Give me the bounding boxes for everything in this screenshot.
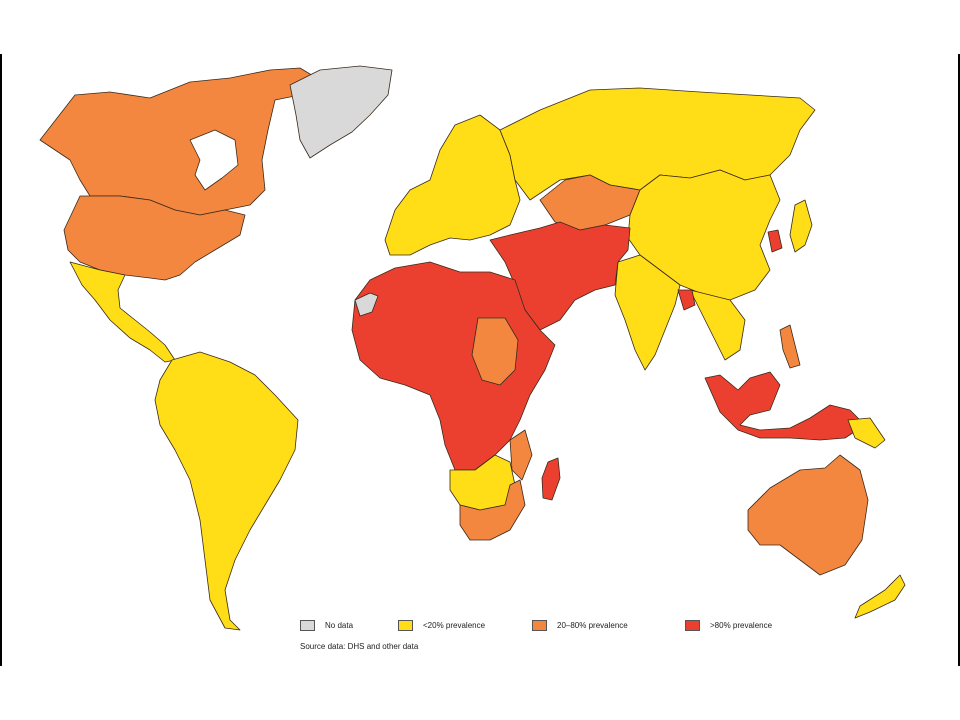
region-india: [614, 254, 681, 371]
frame-right-edge: [958, 54, 960, 666]
region-greenland: [289, 65, 393, 159]
legend-item-no-data: No data: [300, 618, 353, 632]
hudson-bay: [189, 129, 239, 191]
region-papua-new-guinea: [847, 417, 886, 449]
legend-swatch-no-data: [300, 619, 315, 631]
region-southeast-asia: [689, 289, 746, 361]
legend-swatch-over-80: [685, 619, 700, 631]
source-note: Source data: DHS and other data: [300, 642, 419, 651]
region-madagascar: [541, 457, 561, 501]
legend-item-20-80: 20–80% prevalence: [532, 618, 628, 632]
region-indonesia: [704, 371, 866, 441]
legend-item-over-80: >80% prevalence: [685, 618, 772, 632]
frame-left-edge: [0, 54, 2, 666]
region-mozambique: [509, 429, 533, 481]
legend-label-no-data: No data: [325, 620, 354, 630]
region-usa: [63, 195, 246, 281]
legend-label-under-20: <20% prevalence: [423, 620, 486, 630]
legend-swatch-under-20: [398, 619, 413, 631]
legend-label-20-80: 20–80% prevalence: [557, 620, 628, 630]
region-philippines: [779, 324, 801, 369]
region-sudan: [471, 317, 519, 386]
region-canada: [39, 67, 321, 216]
region-western-sahara: [354, 292, 379, 317]
region-australia: [747, 454, 869, 576]
region-japan: [789, 199, 813, 253]
legend: No data <20% prevalence 20–80% prevalenc…: [300, 618, 820, 632]
legend-swatch-20-80: [532, 619, 547, 631]
region-south-america: [154, 351, 299, 631]
legend-item-under-20: <20% prevalence: [398, 618, 485, 632]
region-africa-north: [351, 261, 556, 471]
legend-label-over-80: >80% prevalence: [710, 620, 773, 630]
map-frame: [0, 54, 960, 666]
region-korea: [767, 229, 783, 253]
region-europe: [384, 114, 521, 256]
region-bangladesh: [677, 289, 696, 311]
region-south-africa: [459, 479, 526, 541]
region-new-zealand: [854, 574, 906, 619]
region-mexico: [69, 261, 176, 363]
